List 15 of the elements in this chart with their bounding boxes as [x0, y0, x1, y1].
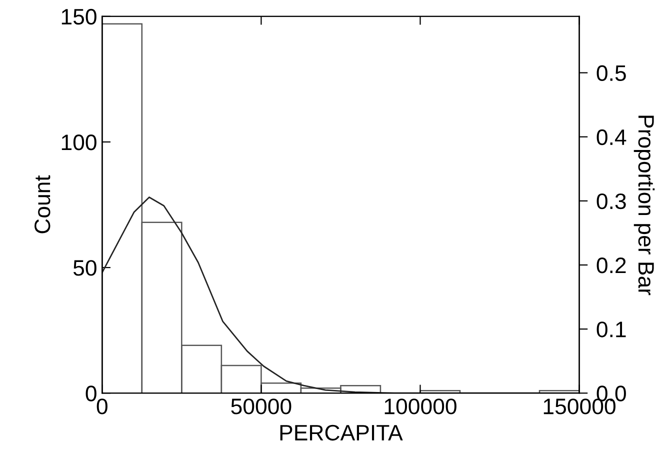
y-tick-label: 150	[62, 8, 96, 25]
y2-tick-label: 0.2	[596, 258, 626, 274]
y-tick-label: 100	[62, 134, 96, 150]
y2-tick-label: 0.1	[596, 322, 626, 338]
x-axis-title: PERCAPITA	[280, 424, 403, 441]
y2-tick-label: 0.5	[596, 65, 626, 82]
y2-tick-label: 0.4	[596, 129, 626, 146]
y-tick-label: 50	[73, 260, 96, 276]
y-tick-label: 0	[86, 386, 96, 402]
y2-tick-label: 0.3	[596, 193, 626, 210]
y-axis-title: Count	[34, 175, 50, 234]
x-tick-label: 100000	[384, 398, 456, 414]
x-tick-label: 50000	[231, 398, 292, 414]
x-tick-label: 0	[96, 398, 108, 414]
y2-axis-title: Proportion per Bar	[634, 116, 655, 296]
